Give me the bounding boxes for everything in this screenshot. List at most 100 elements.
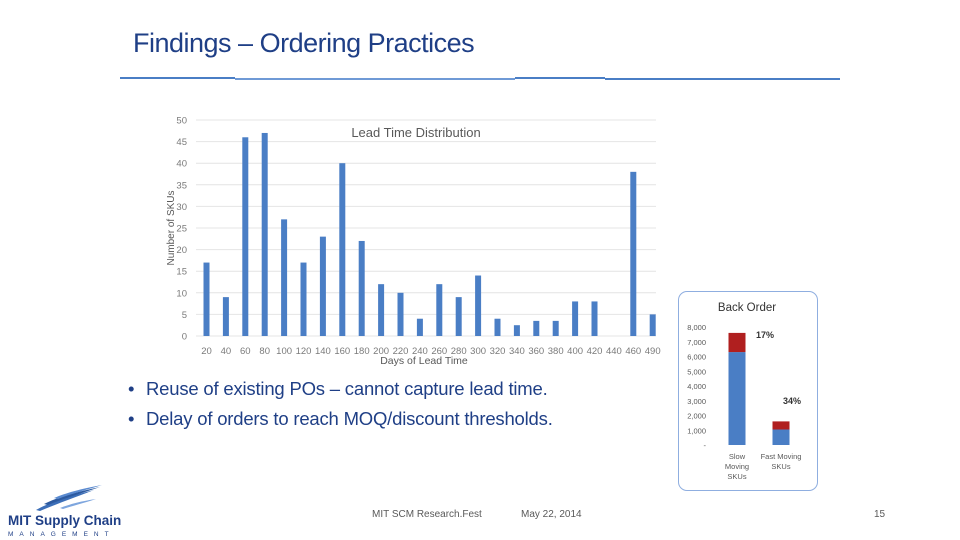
bar [378,284,385,336]
divider-segment [605,78,840,80]
bar-base [772,429,790,445]
x-tick-label: Moving [725,462,749,471]
x-tick-label: 260 [431,346,447,357]
x-tick-label: 20 [201,346,212,357]
bar [494,318,501,336]
x-tick-label: 400 [567,346,583,357]
x-tick-label: Fast Moving [761,452,802,461]
y-tick-label: 10 [176,288,187,299]
y-tick-label: 20 [176,245,187,256]
bar [533,320,540,336]
data-label: 17% [756,330,774,340]
x-tick-label: 220 [393,346,409,357]
bar [552,320,559,336]
y-tick-label: 7,000 [687,338,706,347]
bar [630,171,637,336]
chart-title: Back Order [718,302,776,314]
x-tick-label: 100 [276,346,292,357]
y-tick-label: 4,000 [687,382,706,391]
logo-name: MIT Supply Chain [8,513,122,528]
x-tick-label: 240 [412,346,428,357]
y-tick-label: 45 [176,137,187,148]
bar [203,262,210,336]
bullet-text: Reuse of existing POs – cannot capture l… [146,378,548,399]
y-tick-label: 50 [176,116,187,127]
x-tick-label: 40 [221,346,232,357]
y-tick-label: 40 [176,159,187,170]
chart-title: Lead Time Distribution [351,125,480,140]
y-tick-label: 8,000 [687,323,706,332]
x-tick-label: 60 [240,346,251,357]
y-tick-label: 2,000 [687,412,706,421]
bar-base [728,352,746,445]
bar [300,262,307,336]
x-tick-label: 280 [451,346,467,357]
x-tick-label: 180 [354,346,370,357]
back-order-panel [678,291,818,491]
bar [222,297,229,336]
bar [358,240,365,336]
y-tick-label: 1,000 [687,426,706,435]
y-axis-label: Number of SKUs [166,190,177,265]
bullet-text: Delay of orders to reach MOQ/discount th… [146,408,553,429]
x-tick-label: 340 [509,346,525,357]
title-divider [120,77,840,80]
x-tick-label: 380 [548,346,564,357]
x-tick-label: 440 [606,346,622,357]
x-tick-label: Slow [729,452,746,461]
y-tick-label: - [704,441,707,450]
divider-segment [235,78,515,80]
x-tick-label: 80 [259,346,270,357]
footer-date: May 22, 2014 [521,509,582,520]
x-tick-label: 490 [645,346,661,357]
x-tick-label: 120 [296,346,312,357]
bar [572,301,579,336]
y-tick-label: 5 [182,310,187,321]
bar [475,275,482,336]
x-axis-label: Days of Lead Time [380,355,468,367]
logo-subtitle: MANAGEMENT [8,531,115,538]
bullet-item: • Reuse of existing POs – cannot capture … [128,374,553,404]
bullet-icon: • [128,378,135,399]
x-tick-label: SKUs [771,462,790,471]
bullet-list: • Reuse of existing POs – cannot capture … [128,374,553,434]
y-tick-label: 6,000 [687,353,706,362]
bar [649,314,656,336]
bar [397,292,404,336]
x-tick-label: 160 [334,346,350,357]
bar [436,284,443,336]
x-tick-label: 200 [373,346,389,357]
bar [513,325,520,336]
bar [319,236,326,336]
y-tick-label: 35 [176,180,187,191]
bar [281,219,288,336]
bar [242,137,249,336]
page-number: 15 [874,509,886,520]
y-tick-label: 5,000 [687,367,706,376]
x-tick-label: 460 [625,346,641,357]
y-tick-label: 30 [176,202,187,213]
bar-backorder [772,421,790,430]
footer-event: MIT SCM Research.Fest [372,509,482,520]
divider-segment [515,77,605,79]
bar-backorder [728,332,746,353]
bar [339,163,346,336]
y-tick-label: 3,000 [687,397,706,406]
bar [416,318,423,336]
x-tick-label: 420 [587,346,603,357]
bar [455,297,462,336]
bullet-icon: • [128,408,135,429]
divider-segment [120,77,235,79]
data-label: 34% [783,396,801,406]
x-tick-label: 320 [490,346,506,357]
x-tick-label: 300 [470,346,486,357]
x-tick-label: 140 [315,346,331,357]
y-tick-label: 0 [182,332,187,343]
x-tick-label: SKUs [727,472,746,481]
bar [261,132,268,336]
x-tick-label: 360 [528,346,544,357]
bullet-item: • Delay of orders to reach MOQ/discount t… [128,404,553,434]
slide-title: Findings – Ordering Practices [133,28,475,58]
